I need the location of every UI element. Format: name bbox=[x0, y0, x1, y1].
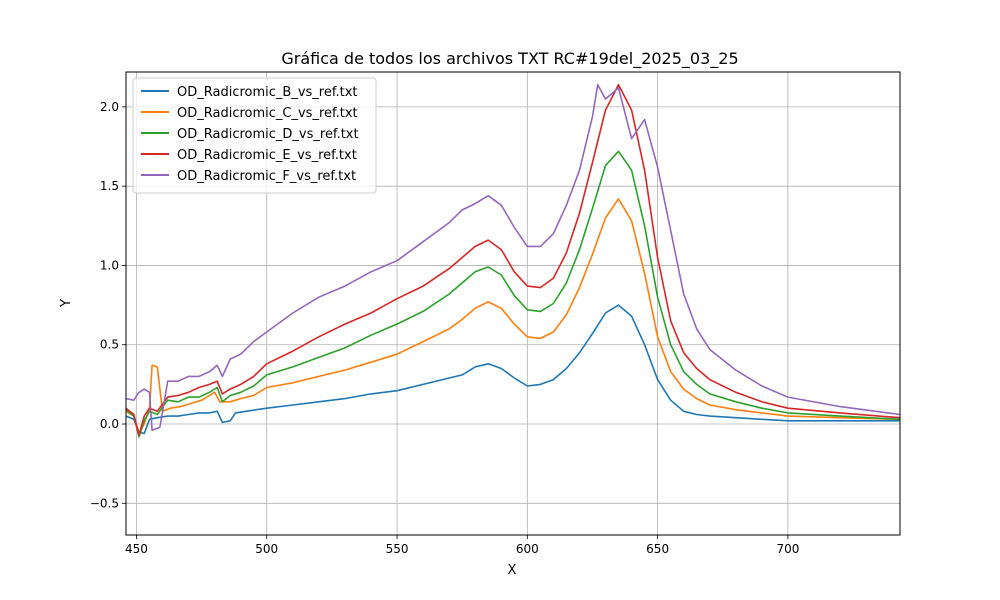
x-tick-label: 550 bbox=[386, 542, 409, 556]
series-line-f bbox=[126, 83, 900, 432]
series-line-c bbox=[126, 198, 900, 435]
x-axis-label: X bbox=[508, 563, 517, 578]
series-line-d bbox=[126, 150, 900, 438]
y-axis-label: Y bbox=[59, 299, 74, 308]
plot-area-frame bbox=[125, 71, 901, 536]
legend-label-e: OD_Radicromic_E_vs_ref.txt bbox=[177, 148, 357, 163]
y-tick-label: −0.5 bbox=[90, 496, 119, 510]
chart-title: Gráfica de todos los archivos TXT RC#19d… bbox=[281, 49, 738, 69]
y-tick-label: 2.0 bbox=[100, 100, 119, 114]
y-tick-label: 0.0 bbox=[100, 417, 119, 431]
y-tick-label: 1.0 bbox=[100, 258, 119, 272]
series-layer bbox=[126, 83, 900, 438]
x-tick-label: 650 bbox=[646, 542, 669, 556]
tick-layer: 450 500 550 600 650 700 −0.5 0.0 0.5 1.0 1.5 2.0 bbox=[90, 100, 800, 556]
legend-label-d: OD_Radicromic_D_vs_ref.txt bbox=[177, 127, 359, 142]
x-tick-label: 600 bbox=[516, 542, 539, 556]
x-tick-label: 450 bbox=[125, 542, 148, 556]
legend-box bbox=[132, 77, 377, 194]
series-line-e bbox=[126, 83, 900, 436]
legend-label-c: OD_Radicromic_C_vs_ref.txt bbox=[177, 106, 358, 121]
legend: OD_Radicromic_B_vs_ref.txt OD_Radicromic_… bbox=[132, 77, 377, 194]
series-line-b bbox=[126, 304, 900, 435]
y-tick-label: 0.5 bbox=[100, 338, 119, 352]
x-tick-label: 700 bbox=[776, 542, 799, 556]
legend-label-b: OD_Radicromic_B_vs_ref.txt bbox=[177, 85, 358, 100]
x-tick-label: 500 bbox=[255, 542, 278, 556]
grid-layer bbox=[126, 72, 900, 535]
y-tick-label: 1.5 bbox=[100, 179, 119, 193]
legend-label-f: OD_Radicromic_F_vs_ref.txt bbox=[177, 169, 356, 184]
